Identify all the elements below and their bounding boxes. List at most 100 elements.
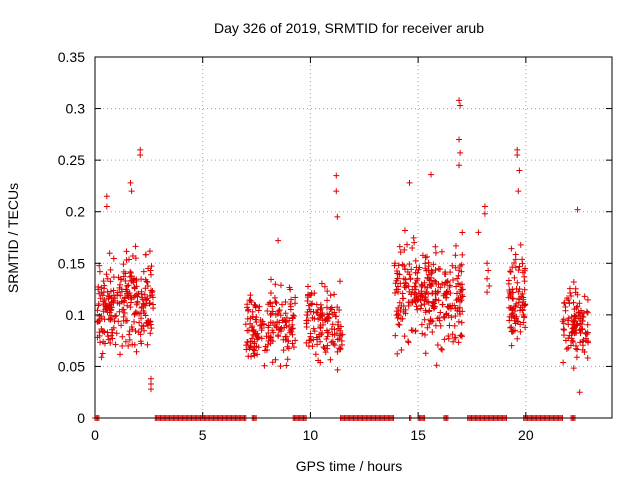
data-point xyxy=(395,321,402,328)
data-point xyxy=(118,322,125,329)
data-point xyxy=(581,293,588,300)
data-point xyxy=(423,267,430,274)
data-point xyxy=(280,336,287,343)
data-point xyxy=(432,249,439,256)
data-point xyxy=(516,285,523,292)
data-point xyxy=(289,340,296,347)
data-point xyxy=(580,309,587,316)
data-point xyxy=(247,344,254,351)
data-point xyxy=(581,349,588,356)
y-tick-label: 0.15 xyxy=(58,255,85,271)
data-point xyxy=(459,229,466,236)
data-point xyxy=(124,302,131,309)
data-point xyxy=(250,331,257,338)
data-point xyxy=(399,290,406,297)
data-point xyxy=(124,282,131,289)
data-point xyxy=(333,188,340,195)
data-point xyxy=(512,264,519,271)
data-point xyxy=(432,322,439,329)
data-point xyxy=(444,303,451,310)
data-point xyxy=(137,146,144,153)
data-point xyxy=(137,338,144,345)
data-point xyxy=(512,256,519,263)
data-point xyxy=(281,317,288,324)
data-point xyxy=(456,162,463,169)
x-tick-label: 0 xyxy=(91,427,99,443)
data-point xyxy=(278,324,285,331)
data-point xyxy=(563,345,570,352)
data-point xyxy=(563,295,570,302)
data-point xyxy=(576,300,583,307)
data-point xyxy=(275,332,282,339)
data-point xyxy=(577,339,584,346)
data-point xyxy=(267,333,274,340)
data-point xyxy=(508,342,515,349)
data-point xyxy=(392,332,399,339)
data-point xyxy=(265,324,272,331)
data-point xyxy=(486,282,493,289)
data-point xyxy=(425,263,432,270)
data-point xyxy=(515,288,522,295)
data-point xyxy=(318,304,325,311)
data-point xyxy=(129,341,136,348)
data-point xyxy=(414,306,421,313)
data-point xyxy=(285,345,292,352)
data-point xyxy=(437,266,444,273)
data-point xyxy=(505,294,512,301)
data-point xyxy=(117,292,124,299)
data-point xyxy=(398,302,405,309)
data-point xyxy=(518,293,525,300)
data-point xyxy=(280,347,287,354)
data-point xyxy=(285,338,292,345)
data-point xyxy=(427,282,434,289)
data-point xyxy=(446,322,453,329)
data-point xyxy=(131,311,138,318)
data-point xyxy=(96,290,103,297)
data-point xyxy=(508,245,515,252)
data-point xyxy=(126,336,133,343)
data-point xyxy=(255,307,262,314)
data-point xyxy=(126,273,133,280)
data-point xyxy=(135,329,142,336)
data-point xyxy=(329,321,336,328)
data-point xyxy=(402,279,409,286)
data-point xyxy=(513,300,520,307)
data-point xyxy=(456,298,463,305)
data-point xyxy=(485,267,492,274)
data-point xyxy=(275,308,282,315)
data-point xyxy=(314,306,321,313)
data-point xyxy=(327,356,334,363)
data-point xyxy=(408,299,415,306)
data-point xyxy=(271,322,278,329)
data-point xyxy=(570,318,577,325)
data-point xyxy=(133,276,140,283)
data-point xyxy=(258,335,265,342)
data-point xyxy=(122,270,129,277)
data-point xyxy=(435,297,442,304)
data-point xyxy=(511,259,518,266)
data-point xyxy=(439,346,446,353)
data-point xyxy=(574,346,581,353)
y-tick-label: 0.3 xyxy=(66,101,86,117)
data-point xyxy=(314,309,321,316)
data-point xyxy=(247,343,254,350)
data-point xyxy=(149,288,156,295)
data-point xyxy=(456,136,463,143)
data-point xyxy=(135,291,142,298)
data-point xyxy=(147,330,154,337)
data-point xyxy=(148,375,155,382)
data-point xyxy=(138,305,145,312)
data-point xyxy=(512,315,519,322)
data-point xyxy=(323,335,330,342)
data-point xyxy=(407,276,414,283)
data-point xyxy=(328,306,335,313)
data-point xyxy=(445,335,452,342)
data-point xyxy=(287,303,294,310)
data-point xyxy=(458,319,465,326)
data-point xyxy=(395,288,402,295)
data-point xyxy=(261,347,268,354)
data-point xyxy=(456,97,463,104)
data-point xyxy=(408,327,415,334)
data-point xyxy=(447,290,454,297)
data-point xyxy=(573,354,580,361)
